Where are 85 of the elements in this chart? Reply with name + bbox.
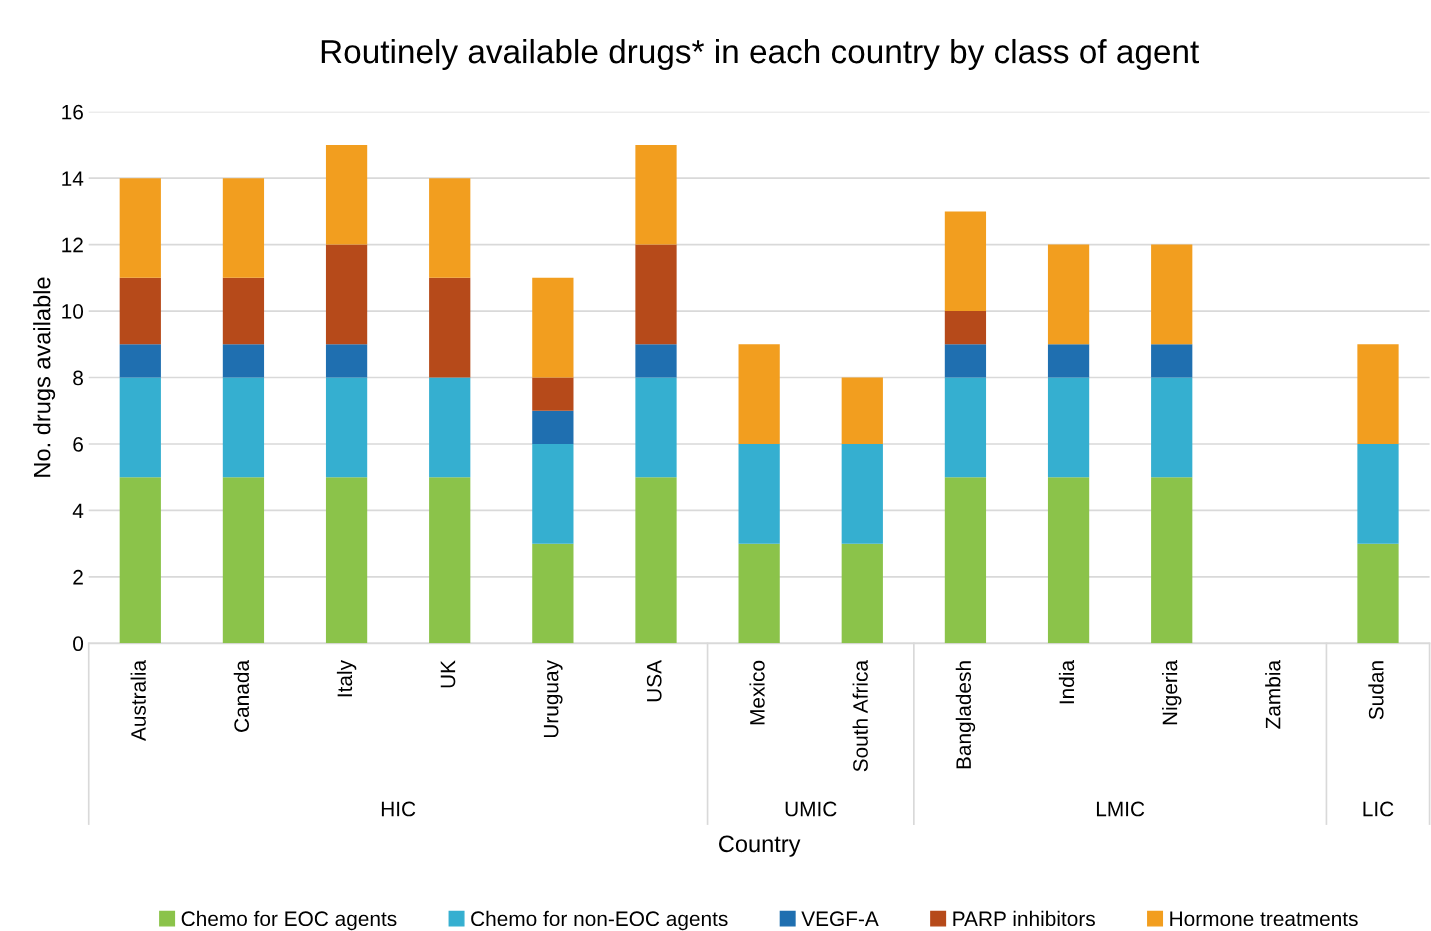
- legend-label: Chemo for EOC agents: [181, 910, 397, 931]
- x-tick-label: Mexico: [749, 660, 765, 725]
- bar: [119, 277, 161, 345]
- bar: [532, 443, 574, 544]
- legend-label: PARP inhibitors: [953, 910, 1095, 927]
- bar: [325, 377, 368, 478]
- bar: [738, 443, 780, 544]
- bar: [1047, 377, 1090, 478]
- bar: [944, 344, 987, 378]
- bar: [944, 211, 987, 312]
- x-tick-label: Bangladesh: [955, 661, 976, 769]
- bar: [222, 277, 265, 345]
- x-tick-label: USA: [646, 660, 662, 702]
- bar: [1151, 344, 1193, 378]
- bar: [119, 178, 161, 278]
- y-tick-label: 0: [73, 636, 84, 652]
- bar: [1151, 244, 1193, 345]
- bar: [635, 344, 677, 378]
- bar: [429, 477, 471, 644]
- bar: [325, 144, 368, 245]
- bar: [222, 477, 265, 644]
- bar: [1151, 377, 1193, 478]
- legend-label: Hormone treatments: [1170, 911, 1358, 927]
- bar: [1357, 543, 1399, 644]
- x-tick-label: India: [1058, 659, 1075, 704]
- bar: [532, 543, 574, 644]
- text: LMIC: [1096, 801, 1145, 817]
- bar: [635, 477, 677, 644]
- bar: [429, 377, 471, 478]
- y-tick-label: 2: [73, 569, 83, 585]
- bar: [325, 244, 368, 345]
- bar: [944, 377, 987, 478]
- x-tick-label: Canada: [233, 659, 250, 732]
- bar: [532, 377, 574, 411]
- bar: [119, 377, 161, 478]
- bar: [1357, 443, 1399, 544]
- bar: [1047, 344, 1090, 378]
- bar: [635, 244, 677, 345]
- y-tick-label: 16: [62, 104, 83, 120]
- x-tick-label: UK: [440, 660, 456, 688]
- bar: [841, 443, 883, 544]
- x-tick-label: Italy: [336, 660, 357, 697]
- legend-label: VEGF-A: [801, 911, 879, 927]
- y-tick-label: 10: [62, 304, 84, 319]
- bar: [532, 277, 574, 378]
- bar: [738, 344, 780, 444]
- bar: [222, 178, 265, 278]
- bar: [429, 178, 471, 278]
- bar: [944, 477, 987, 644]
- y-tick-label: 14: [62, 171, 84, 186]
- bar: [841, 543, 883, 644]
- text: LIC: [1363, 801, 1394, 817]
- bar: [532, 410, 574, 444]
- x-tick-label: South Africa: [852, 659, 868, 772]
- bar: [635, 144, 677, 245]
- bar: [325, 477, 368, 644]
- bar: [1047, 244, 1090, 345]
- x-tick-label: Zambia: [1265, 659, 1281, 729]
- y-tick-label: 12: [62, 237, 83, 253]
- bar: [429, 277, 471, 378]
- chart-title: Routinely available drugs* in each country by class of agent: [321, 38, 1199, 71]
- y-axis-title: No. drugs available: [33, 277, 56, 477]
- bar: [738, 543, 780, 644]
- bar: [119, 344, 161, 378]
- bar: [222, 377, 265, 478]
- x-tick-label: Australia: [130, 659, 146, 741]
- y-tick-label: 4: [72, 503, 84, 518]
- y-tick-label: 6: [73, 436, 83, 452]
- bar: [119, 477, 161, 644]
- y-tick-label: 8: [73, 370, 83, 386]
- x-tick-label: Nigeria: [1162, 659, 1182, 725]
- legend-label: Chemo for non-EOC agents: [471, 910, 728, 931]
- bar: [222, 344, 265, 378]
- bar: [944, 311, 987, 345]
- text: HIC: [381, 801, 416, 817]
- bar: [1151, 477, 1193, 644]
- x-tick-label: Sudan: [1368, 661, 1384, 720]
- bar: [841, 377, 883, 444]
- bar: [325, 344, 368, 378]
- text: UMIC: [785, 801, 837, 817]
- bar: [1357, 344, 1399, 444]
- x-tick-label: Uruguay: [543, 660, 563, 738]
- x-axis-title: Country: [719, 835, 801, 857]
- bar: [635, 377, 677, 478]
- bar: [1047, 477, 1090, 644]
